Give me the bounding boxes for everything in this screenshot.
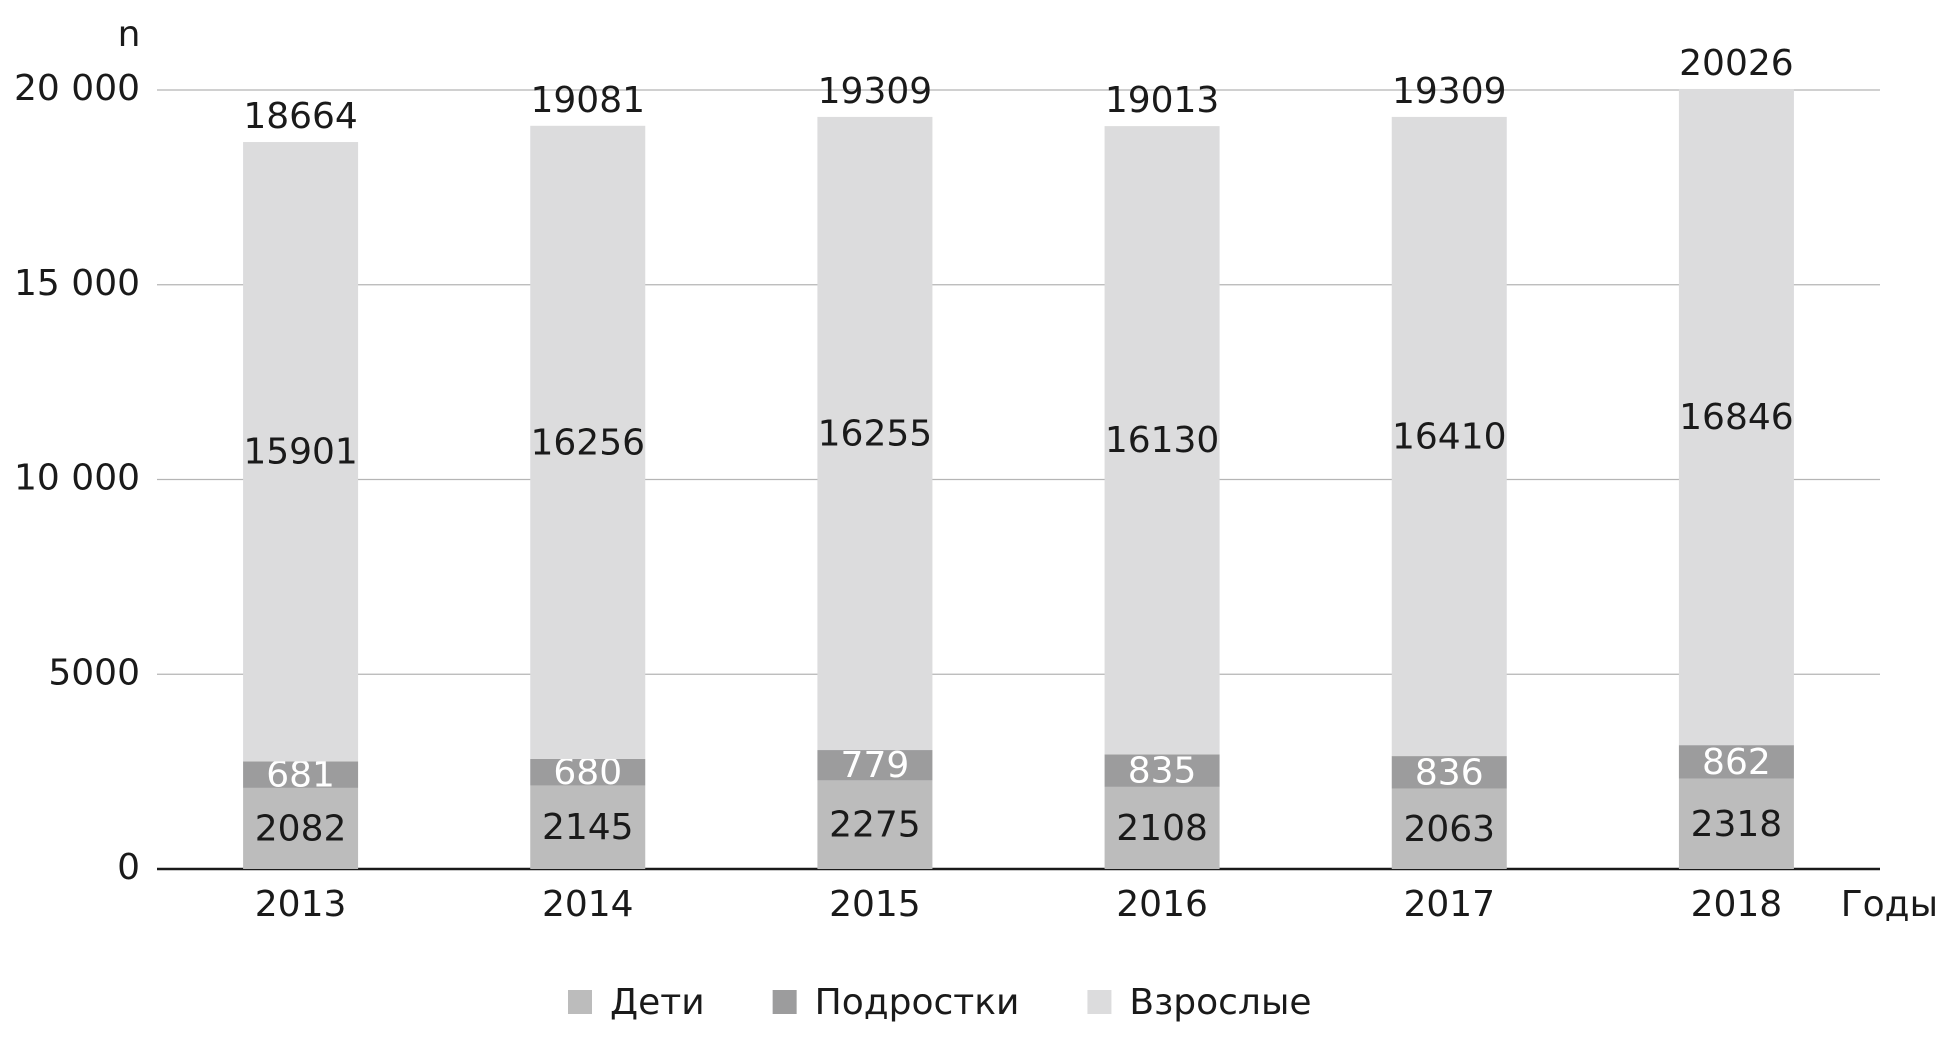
- bar-segment: [243, 142, 359, 762]
- x-tick-label: 2016: [1116, 884, 1208, 925]
- y-tick-label: 20 000: [14, 68, 140, 109]
- value-label: 16130: [1105, 420, 1220, 461]
- bar-segment: [1678, 745, 1794, 779]
- bar-segment: [530, 758, 646, 786]
- bar-segment: [1104, 786, 1220, 869]
- bar-segment: [1678, 88, 1794, 746]
- value-label: 2108: [1116, 808, 1208, 849]
- total-label: 19309: [818, 71, 933, 112]
- y-tick-label: 10 000: [14, 458, 140, 499]
- x-tick-label: 2015: [829, 884, 921, 925]
- x-tick-label: 2013: [255, 884, 347, 925]
- bar-segment: [1104, 754, 1220, 787]
- x-tick-label: 2017: [1403, 884, 1495, 925]
- value-label: 16846: [1679, 397, 1794, 438]
- legend-swatch: [568, 990, 592, 1014]
- bar-segment: [243, 761, 359, 788]
- total-label: 19309: [1392, 71, 1507, 112]
- y-tick-label: 5000: [48, 652, 140, 693]
- value-label: 681: [266, 755, 335, 796]
- bar-segment: [1391, 116, 1507, 757]
- x-tick-label: 2014: [542, 884, 634, 925]
- bar-segment: [1391, 756, 1507, 789]
- value-label: 16410: [1392, 416, 1507, 457]
- total-label: 19081: [530, 80, 645, 121]
- bar-segment: [817, 750, 933, 781]
- bar-segment: [817, 116, 933, 751]
- x-axis-label: Годы: [1841, 884, 1938, 925]
- total-label: 18664: [243, 96, 358, 137]
- value-label: 779: [841, 745, 910, 786]
- legend-label: Дети: [610, 982, 705, 1023]
- x-tick-label: 2018: [1691, 884, 1783, 925]
- value-label: 15901: [243, 432, 358, 473]
- value-label: 836: [1415, 752, 1484, 793]
- value-label: 2063: [1403, 809, 1495, 850]
- total-label: 19013: [1105, 80, 1220, 121]
- legend-swatch: [1087, 990, 1112, 1014]
- bar-segment: [1104, 126, 1220, 755]
- bar-segment: [243, 787, 359, 869]
- bar-segment: [1678, 778, 1794, 869]
- y-tick-label: 15 000: [14, 263, 140, 304]
- value-label: 16255: [818, 413, 933, 454]
- y-axis-label: n: [118, 14, 141, 55]
- value-label: 835: [1128, 751, 1197, 792]
- value-label: 2318: [1691, 804, 1783, 845]
- bar-segment: [817, 780, 933, 869]
- legend-label: Взрослые: [1129, 982, 1311, 1023]
- y-tick-label: 0: [117, 847, 140, 888]
- value-label: 680: [553, 752, 622, 793]
- value-label: 16256: [530, 422, 645, 463]
- total-label: 20026: [1679, 43, 1794, 84]
- value-label: 2082: [255, 808, 347, 849]
- bar-segment: [530, 125, 646, 759]
- value-label: 2275: [829, 805, 921, 846]
- bar-segment: [1391, 788, 1507, 869]
- value-label: 2145: [542, 807, 634, 848]
- legend-swatch: [772, 990, 797, 1014]
- value-label: 862: [1702, 742, 1771, 783]
- legend-label: Подростки: [815, 982, 1020, 1023]
- bar-segment: [530, 785, 646, 869]
